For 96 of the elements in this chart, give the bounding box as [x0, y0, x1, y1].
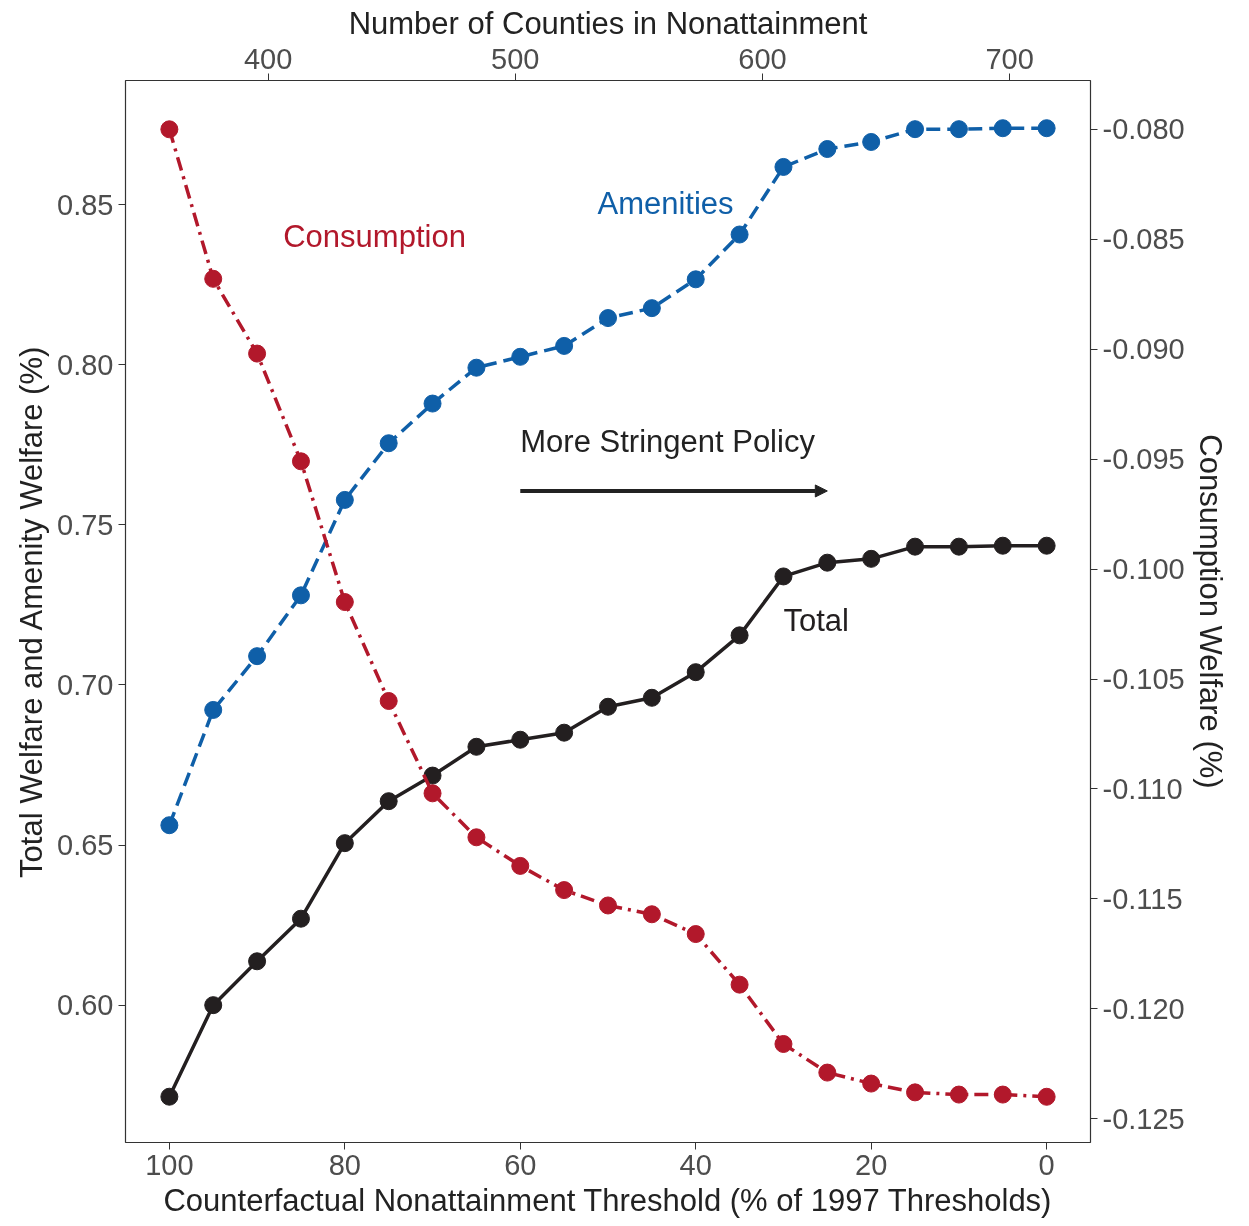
y-tick-label: 0.85 — [57, 188, 114, 221]
point — [642, 688, 661, 707]
point — [949, 120, 968, 139]
point — [335, 834, 354, 853]
point — [730, 626, 749, 645]
point — [1037, 536, 1056, 555]
point — [774, 1035, 793, 1053]
x2-axis-title: Number of Counties in Nonattainment — [348, 5, 868, 41]
y2-axis-title: Consumption Welfare (%) — [1192, 434, 1228, 789]
point — [379, 792, 398, 811]
point — [160, 120, 179, 139]
point — [774, 157, 793, 176]
point — [511, 730, 530, 749]
point — [818, 553, 837, 572]
point — [862, 1074, 881, 1093]
point — [335, 490, 354, 509]
point — [160, 816, 179, 835]
point — [248, 952, 267, 971]
point — [642, 905, 661, 924]
x2-tick-label: 500 — [491, 42, 540, 75]
y2-tick-label: -0.115 — [1102, 882, 1183, 915]
y2-tick-label: -0.125 — [1102, 1102, 1185, 1135]
point — [862, 549, 881, 568]
point — [906, 120, 925, 139]
y-tick-label: 0.80 — [57, 348, 114, 381]
series-label: Total — [783, 602, 849, 638]
point — [906, 1083, 925, 1102]
y2-tick-label: -0.095 — [1102, 443, 1185, 476]
y-tick-label: 0.60 — [57, 989, 114, 1022]
point — [467, 828, 486, 847]
x-tick-label: 60 — [504, 1148, 537, 1181]
y2-tick-label: -0.105 — [1102, 663, 1185, 695]
point — [993, 1085, 1012, 1104]
point — [423, 784, 442, 803]
y2-tick-label: -0.090 — [1102, 333, 1185, 366]
point — [555, 336, 574, 355]
text: Consumption — [283, 219, 466, 255]
point — [686, 270, 705, 289]
point — [511, 856, 530, 875]
point — [511, 347, 530, 366]
x-tick-label: 80 — [328, 1148, 361, 1181]
point — [248, 344, 267, 363]
point — [291, 586, 310, 605]
point — [774, 567, 793, 586]
annotation: More Stringent Policy — [520, 424, 816, 460]
x-tick-label: 40 — [679, 1148, 712, 1181]
point — [423, 394, 442, 413]
x-axis-title: Counterfactual Nonattainment Threshold (% of 1997 Thresholds) — [163, 1182, 1052, 1218]
series-label: Amenities — [597, 186, 734, 221]
x2-tick-label: 400 — [243, 42, 293, 75]
y-tick-label: 0.70 — [57, 668, 114, 701]
point — [599, 896, 617, 915]
x-tick-label: 20 — [855, 1148, 888, 1181]
point — [949, 1085, 968, 1104]
x2-tick-label: 700 — [985, 42, 1034, 75]
point — [335, 593, 354, 612]
point — [730, 225, 749, 244]
x2-tick-label: 600 — [738, 42, 787, 75]
point — [467, 358, 486, 377]
x-tick-label: 0 — [1038, 1148, 1055, 1181]
point — [730, 975, 749, 994]
point — [599, 697, 617, 716]
point — [1037, 1087, 1056, 1106]
point — [204, 269, 223, 288]
point — [160, 1087, 179, 1106]
y-tick-label: 0.75 — [57, 508, 114, 541]
point — [642, 299, 661, 318]
point — [906, 537, 925, 556]
point — [291, 909, 310, 928]
point — [993, 119, 1012, 138]
y-tick-label: 0.65 — [57, 829, 114, 862]
point — [599, 309, 617, 328]
point — [248, 647, 267, 666]
point — [379, 434, 398, 453]
point — [862, 132, 881, 151]
point — [204, 996, 223, 1015]
y-axis-title: Total Welfare and Amenity Welfare (%) — [14, 346, 50, 878]
point — [686, 663, 705, 682]
y2-tick-label: -0.120 — [1102, 992, 1185, 1025]
y2-tick-label: -0.080 — [1102, 113, 1185, 146]
point — [379, 692, 398, 710]
y2-tick-label: -0.100 — [1102, 553, 1185, 586]
point — [818, 140, 837, 158]
point — [204, 700, 223, 719]
point — [291, 452, 310, 471]
point — [555, 881, 574, 900]
point — [1037, 119, 1056, 138]
y2-tick-label: -0.085 — [1102, 223, 1185, 256]
point — [467, 737, 486, 756]
point — [555, 723, 574, 742]
point — [949, 537, 968, 556]
y2-tick-label: -0.110 — [1102, 772, 1183, 805]
point — [818, 1063, 837, 1082]
x-tick-label: 100 — [145, 1148, 194, 1181]
point — [686, 925, 705, 944]
point — [993, 536, 1012, 555]
